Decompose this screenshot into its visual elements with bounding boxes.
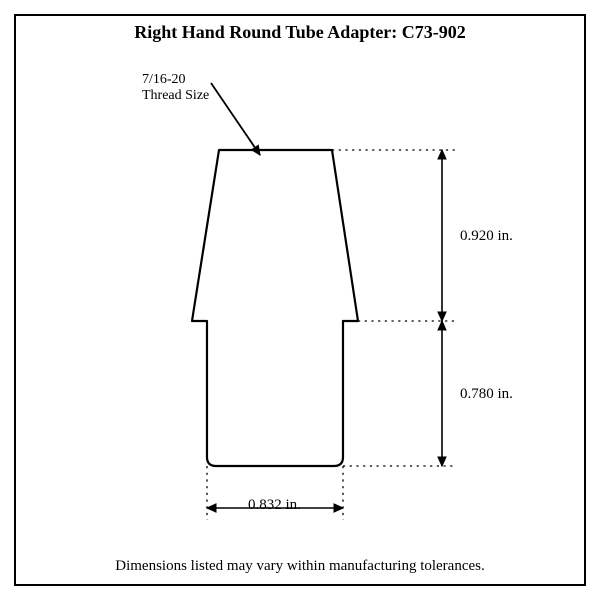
callout-line2: Thread Size	[142, 88, 209, 103]
dim-width-label: 0.832 in.	[248, 497, 301, 514]
dim-lower-height-label: 0.780 in.	[460, 386, 513, 403]
callout-line1: 7/16-20	[142, 72, 186, 87]
drawing-footer-note: Dimensions listed may vary within manufa…	[0, 558, 600, 575]
dim-upper-height-label: 0.920 in.	[460, 228, 513, 245]
thread-size-callout: 7/16-20 Thread Size	[142, 72, 209, 104]
